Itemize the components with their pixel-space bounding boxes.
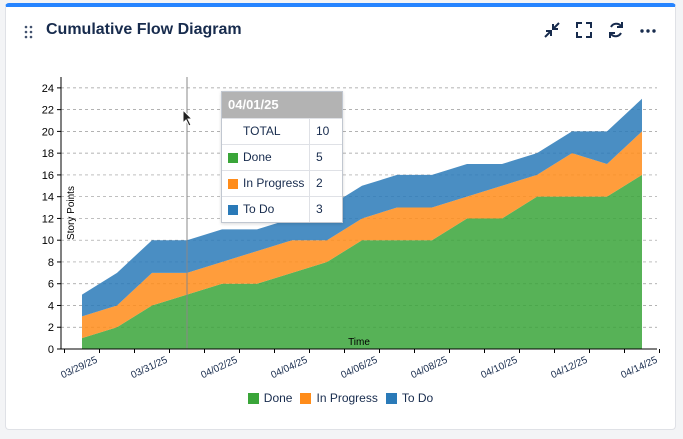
x-tick-label-04-08-25: 04/08/25 <box>409 355 449 382</box>
y-tick-label-2: 2 <box>48 322 54 334</box>
tooltip-swatch-in-progress <box>228 178 238 189</box>
chart-tooltip: 04/01/25 TOTAL 10 Done 5 In Progress 2 T… <box>221 91 343 223</box>
area-series-to-do <box>82 98 642 317</box>
chart-legend: Done In Progress To Do <box>6 391 675 405</box>
refresh-button[interactable] <box>607 21 625 39</box>
area-series-in-progress <box>82 131 642 339</box>
x-tick-label-03-31-25: 03/31/25 <box>129 355 169 382</box>
x-axis-label: Time <box>348 337 370 348</box>
gadget-card: Cumulative Flow Diagram <box>5 3 676 430</box>
y-tick-label-8: 8 <box>48 257 54 269</box>
tooltip-swatch-done <box>228 152 238 163</box>
y-tick-label-24: 24 <box>42 83 54 95</box>
drag-handle-icon[interactable] <box>24 25 34 39</box>
x-tick-label-04-02-25: 04/02/25 <box>199 355 239 382</box>
y-tick-label-16: 16 <box>42 170 54 182</box>
y-tick-label-0: 0 <box>48 344 54 356</box>
tooltip-date: 04/01/25 <box>222 92 342 118</box>
tooltip-row-in-progress: In Progress 2 <box>222 170 342 196</box>
legend-swatch-to-do <box>385 392 397 404</box>
fullscreen-button[interactable] <box>575 21 593 39</box>
y-tick-label-4: 4 <box>48 300 54 312</box>
legend-label-to-do: To Do <box>401 391 434 405</box>
x-tick-label-04-10-25: 04/10/25 <box>479 355 519 382</box>
legend-swatch-in-progress <box>300 392 312 404</box>
tooltip-value-done: 5 <box>316 150 323 164</box>
tooltip-label-done: Done <box>243 150 272 164</box>
tooltip-row-total: TOTAL 10 <box>222 118 342 144</box>
tooltip-total-value: 10 <box>316 124 330 138</box>
gadget-header: Cumulative Flow Diagram <box>6 7 675 67</box>
tooltip-row-done: Done 5 <box>222 144 342 170</box>
collapse-icon <box>544 22 560 38</box>
x-tick-label-04-14-25: 04/14/25 <box>619 355 659 382</box>
tooltip-label-to-do: To Do <box>243 202 275 216</box>
refresh-icon <box>609 22 623 38</box>
tooltip-value-to-do: 3 <box>316 202 323 216</box>
y-tick-label-22: 22 <box>42 105 54 117</box>
legend-item-done[interactable]: Done <box>247 391 293 405</box>
more-button[interactable] <box>639 21 657 39</box>
page-title: Cumulative Flow Diagram <box>46 21 242 38</box>
y-tick-label-6: 6 <box>48 279 54 291</box>
tooltip-total-label: TOTAL <box>222 119 310 144</box>
fullscreen-icon <box>576 22 592 38</box>
x-tick-label-03-29-25: 03/29/25 <box>59 355 99 382</box>
y-tick-label-12: 12 <box>42 213 54 225</box>
more-icon <box>640 29 656 33</box>
y-tick-label-20: 20 <box>42 126 54 138</box>
tooltip-label-in-progress: In Progress <box>243 176 305 190</box>
x-tick-label-04-12-25: 04/12/25 <box>549 355 589 382</box>
y-tick-label-14: 14 <box>42 192 54 204</box>
y-axis-label: Story Points <box>66 186 77 240</box>
legend-item-to-do[interactable]: To Do <box>385 391 434 405</box>
legend-label-done: Done <box>263 391 293 405</box>
tooltip-row-to-do: To Do 3 <box>222 196 342 222</box>
tooltip-swatch-to-do <box>228 204 238 215</box>
tooltip-value-in-progress: 2 <box>316 176 323 190</box>
y-tick-label-10: 10 <box>42 235 54 247</box>
x-tick-label-04-04-25: 04/04/25 <box>269 355 309 382</box>
mouse-cursor-icon <box>182 109 194 127</box>
collapse-button[interactable] <box>543 21 561 39</box>
gadget-toolbar <box>543 21 657 39</box>
legend-swatch-done <box>247 392 259 404</box>
legend-item-in-progress[interactable]: In Progress <box>300 391 378 405</box>
legend-label-in-progress: In Progress <box>316 391 378 405</box>
y-tick-label-18: 18 <box>42 148 54 160</box>
x-tick-label-04-06-25: 04/06/25 <box>339 355 379 382</box>
